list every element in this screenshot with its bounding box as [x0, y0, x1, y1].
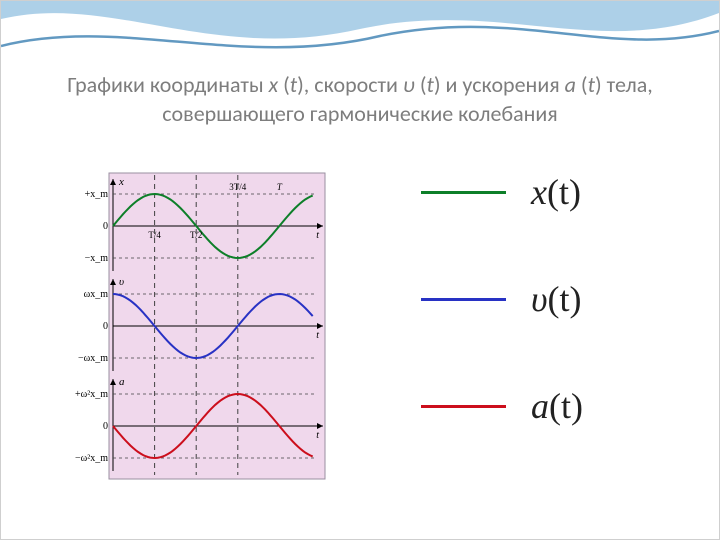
t-m4: ) и ускорения: [434, 71, 565, 98]
ylabel-pos: +ω²x_m: [75, 389, 108, 400]
legend-arg: (t): [549, 386, 583, 426]
tick-t14: T/4: [148, 230, 161, 240]
title-x: x: [269, 71, 279, 98]
title-prefix: Графики координаты: [67, 71, 268, 98]
axis-var-label: υ: [119, 276, 124, 288]
legend-var: a: [531, 386, 549, 426]
legend-mark-a: [421, 405, 506, 408]
ylabel-neg: −ωx_m: [78, 353, 108, 364]
zero-label: 0: [103, 221, 108, 232]
legend-row-x: x(t): [421, 171, 583, 213]
title-a: a: [565, 71, 576, 98]
legend-label-v: υ(t): [531, 278, 582, 320]
legend-var: υ: [531, 279, 548, 319]
legend-label-x: x(t): [531, 171, 581, 213]
wave-fill: [1, 1, 719, 39]
tick-t12: T/2: [190, 230, 203, 240]
ylabel-neg: −ω²x_m: [75, 453, 108, 464]
t-m1: (: [278, 71, 290, 98]
page-title: Графики координаты x (t), скорости υ (t)…: [31, 71, 689, 128]
legend-arg: (t): [548, 279, 582, 319]
t-m2: ), скорости: [297, 71, 403, 98]
legend-label-a: a(t): [531, 385, 583, 427]
title-t3: t: [588, 71, 595, 98]
legend-var: x: [531, 172, 547, 212]
legend-mark-v: [421, 298, 506, 301]
legend-mark-x: [421, 191, 506, 194]
t-m3: (: [415, 71, 427, 98]
title-v: υ: [403, 71, 415, 98]
t-m5: (: [576, 71, 588, 98]
legend-arg: (t): [547, 172, 581, 212]
ylabel-pos: +x_m: [85, 189, 109, 200]
title-t2: t: [427, 71, 434, 98]
legend-row-a: a(t): [421, 385, 583, 427]
wave-stroke: [1, 27, 719, 47]
ylabel-pos: ωx_m: [84, 289, 109, 300]
legend-row-v: υ(t): [421, 278, 583, 320]
legend: x(t) υ(t) a(t): [421, 171, 583, 492]
ylabel-neg: −x_m: [85, 253, 109, 264]
charts-svg: +x_m−x_m0xtT/4T/23T/4Tωx_m−ωx_m0υt+ω²x_m…: [71, 171, 331, 481]
slide: Графики координаты x (t), скорости υ (t)…: [0, 0, 720, 540]
zero-label: 0: [103, 321, 108, 332]
zero-label: 0: [103, 421, 108, 432]
t-axis-label: t: [316, 430, 319, 441]
t-axis-label: t: [316, 230, 319, 241]
axis-var-label: x: [118, 176, 124, 188]
wave-decor: [1, 1, 719, 81]
charts-block: +x_m−x_m0xtT/4T/23T/4Tωx_m−ωx_m0υt+ω²x_m…: [71, 171, 331, 481]
tick-t34: 3T/4: [229, 182, 246, 192]
t-axis-label: t: [316, 330, 319, 341]
axis-var-label: a: [119, 376, 125, 388]
